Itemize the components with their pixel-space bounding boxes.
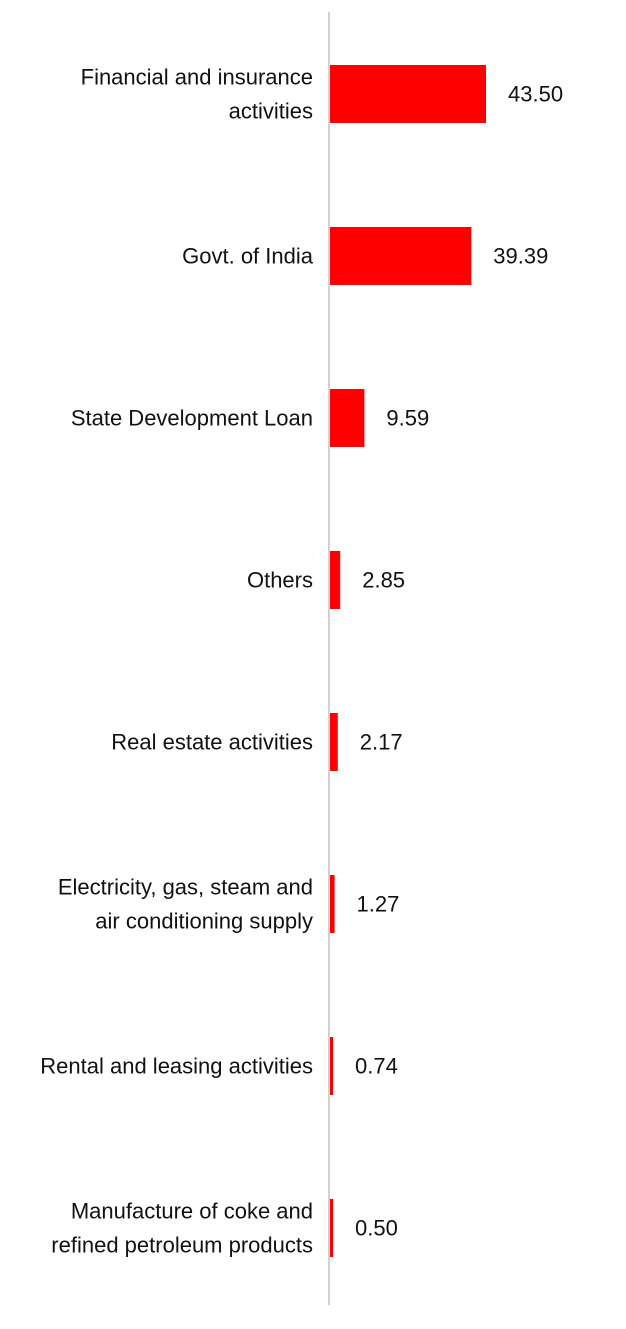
bar <box>330 1037 333 1095</box>
bar <box>330 875 335 933</box>
category-label: Real estate activities <box>111 730 313 755</box>
bar <box>330 713 338 771</box>
bar <box>330 1199 333 1257</box>
value-label: 9.59 <box>386 406 429 431</box>
value-label: 2.17 <box>360 730 403 755</box>
category-label: Rental and leasing activities <box>40 1054 313 1079</box>
bar <box>330 389 365 447</box>
category-label: State Development Loan <box>71 406 313 431</box>
category-label: Govt. of India <box>182 244 314 269</box>
bar <box>330 551 341 609</box>
category-label: Financial and insurance activities <box>81 65 313 124</box>
category-label: Others <box>247 568 313 593</box>
value-label: 43.50 <box>508 82 563 107</box>
value-label: 0.50 <box>355 1216 398 1241</box>
bars-layer <box>330 65 486 1257</box>
category-label: Electricity, gas, steam and air condition… <box>58 875 313 934</box>
value-label: 39.39 <box>493 244 548 269</box>
value-label: 2.85 <box>362 568 405 593</box>
category-labels: Financial and insurance activities Govt. o… <box>40 65 313 1258</box>
category-label: Manufacture of coke and refined petroleum… <box>51 1199 313 1258</box>
bar <box>330 65 486 123</box>
value-label: 0.74 <box>355 1054 398 1079</box>
bar <box>330 227 472 285</box>
value-label: 1.27 <box>357 892 400 917</box>
value-labels: 43.50 39.39 9.59 2.85 2.17 1.27 0.74 0.50 <box>355 82 563 1241</box>
